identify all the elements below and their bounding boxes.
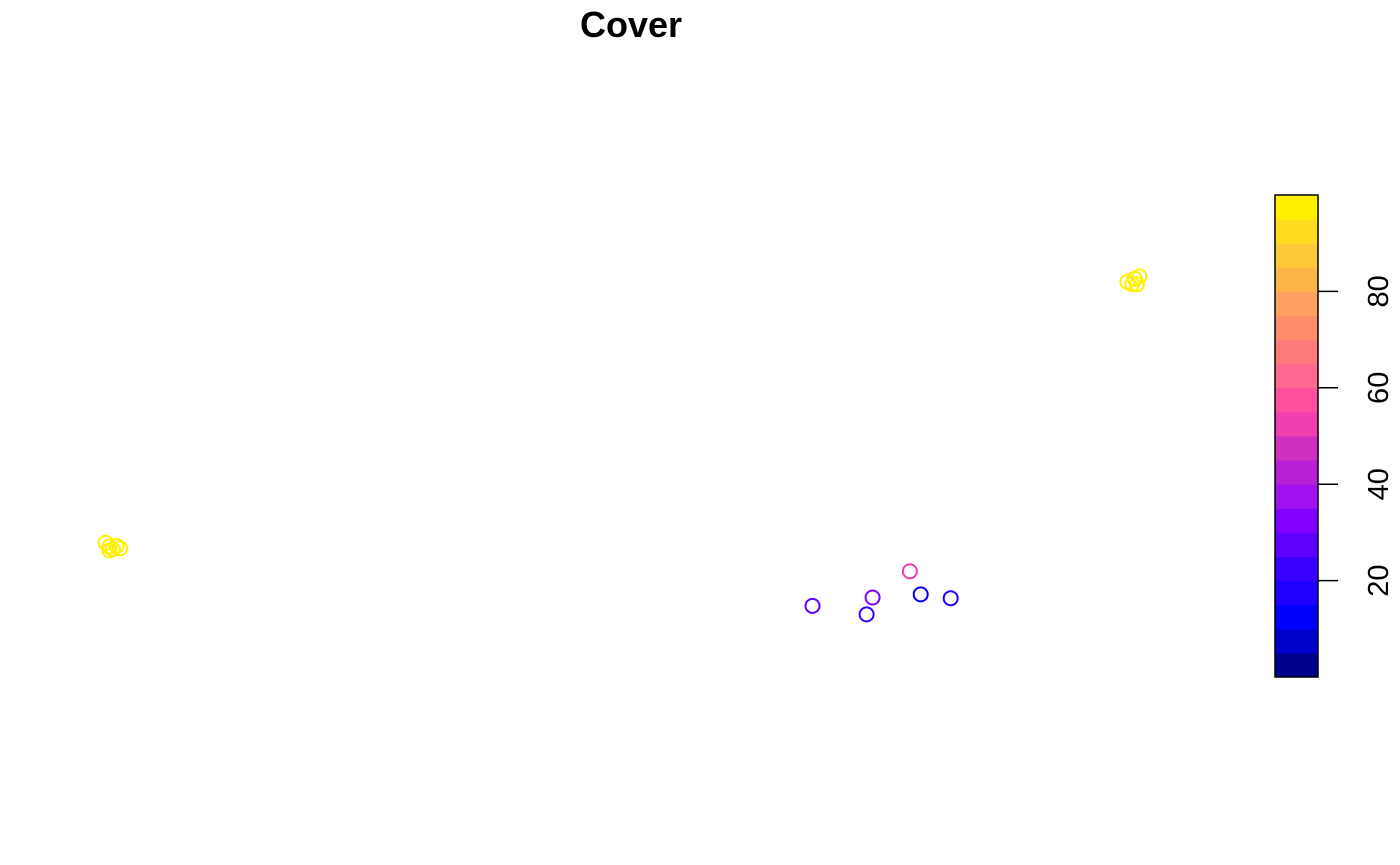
data-point — [901, 563, 918, 580]
color-bar-segment — [1275, 315, 1318, 341]
color-bar-segment — [1275, 267, 1318, 292]
data-point — [804, 597, 821, 614]
color-bar-segment — [1275, 652, 1318, 678]
data-point — [101, 542, 118, 559]
data-point — [1131, 268, 1148, 285]
color-bar-segment — [1275, 436, 1318, 461]
color-bar-segment — [1275, 363, 1318, 389]
data-point — [912, 586, 929, 603]
color-bar-segment — [1275, 628, 1318, 654]
color-bar-segment — [1275, 484, 1318, 509]
color-bar-segment — [1275, 387, 1318, 413]
color-bar-segment — [1275, 460, 1318, 485]
color-bar-segment — [1275, 339, 1318, 365]
color-bar-segment — [1275, 195, 1318, 220]
color-bar-tick-label: 40 — [1363, 468, 1395, 500]
data-point — [112, 540, 129, 557]
color-bar-segment — [1275, 291, 1318, 316]
color-bar-tick-label: 60 — [1363, 372, 1395, 404]
color-bar-segment — [1275, 243, 1318, 268]
color-bar-tick-label: 20 — [1363, 564, 1395, 596]
color-bar-segment — [1275, 556, 1318, 582]
color-bar-segment — [1275, 532, 1318, 557]
data-point — [858, 606, 875, 623]
color-bar-segment — [1275, 219, 1318, 244]
scatter-points — [97, 268, 1148, 623]
color-bar-segment — [1275, 604, 1318, 630]
color-bar-segment — [1275, 411, 1318, 437]
chart-title: Cover — [580, 4, 682, 45]
data-point — [942, 590, 959, 607]
data-point — [864, 589, 881, 606]
data-point — [101, 538, 118, 555]
color-bar-segment — [1275, 580, 1318, 606]
color-bar-border — [1274, 194, 1319, 678]
color-bar-segment — [1275, 508, 1318, 533]
color-bar-tick-label: 80 — [1363, 275, 1395, 307]
color-bar-legend: 20 40 60 80 — [1274, 194, 1395, 678]
data-point — [1129, 276, 1145, 293]
